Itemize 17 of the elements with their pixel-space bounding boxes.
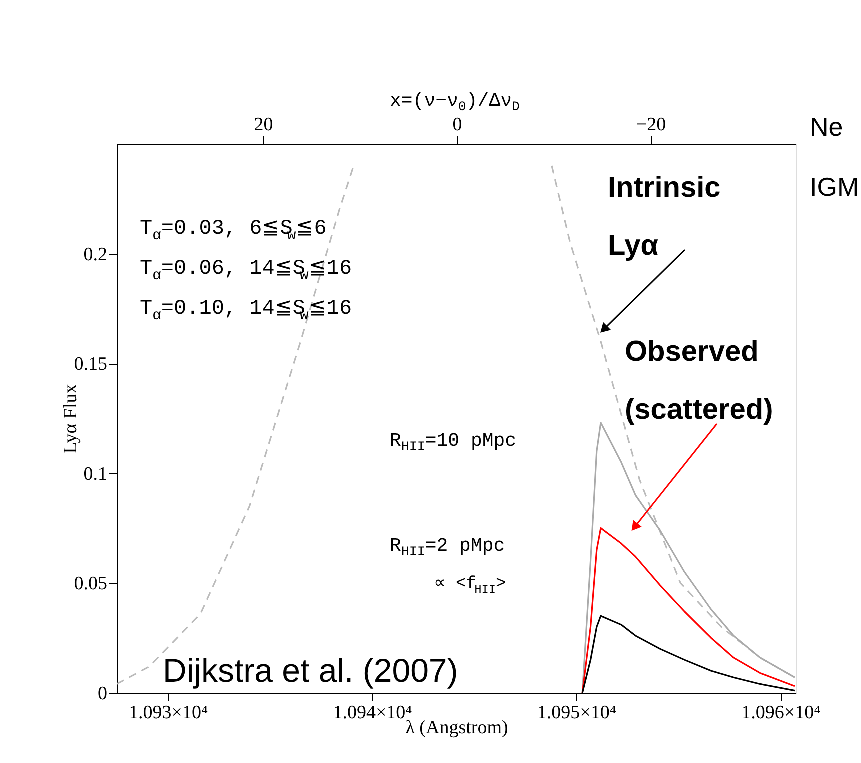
x2-tick-label: 0	[452, 114, 462, 136]
y-axis-title: Lyα Flux	[60, 384, 82, 454]
annotation: Intrinsic Lyα	[608, 172, 721, 262]
x-tick-label: 1.093×10⁴	[129, 702, 208, 724]
y-tick-label: 0	[98, 684, 108, 704]
annotation: Dijkstra et al. (2007)	[163, 652, 458, 689]
annotation: Observed (scattered)	[625, 336, 774, 426]
y-tick-label: 0.1	[84, 464, 108, 485]
y-tick-label: 0.2	[84, 244, 108, 266]
x2-tick-label: 20	[254, 114, 274, 136]
x-tick-label: 1.095×10⁴	[537, 702, 617, 724]
x2-tick-label: −20	[636, 114, 666, 136]
text: IGM	[810, 172, 860, 202]
y-tick-label: 0.05	[74, 574, 108, 595]
y-tick-label: 0.15	[74, 354, 108, 376]
text: Ne	[810, 112, 844, 142]
x-tick-label: 1.096×10⁴	[742, 702, 822, 724]
